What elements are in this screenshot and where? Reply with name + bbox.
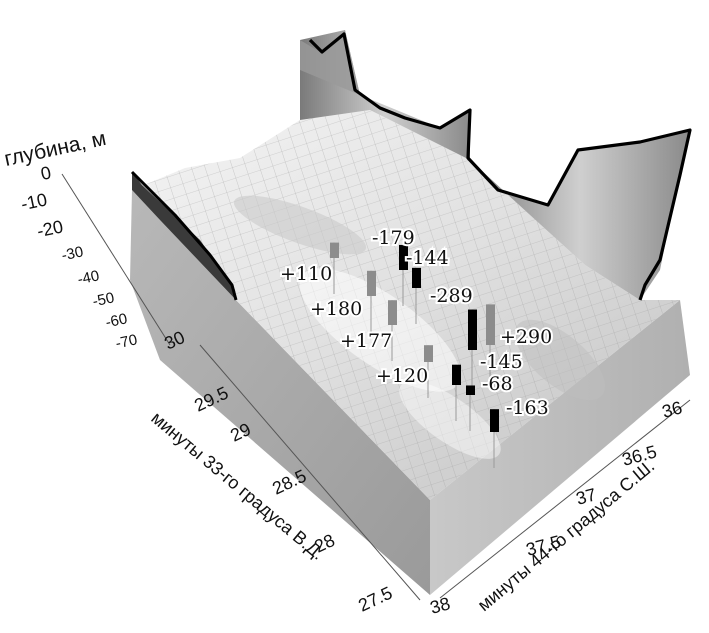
- relief-shade: [514, 319, 606, 401]
- relief-shade: [299, 268, 461, 392]
- left-side-wall: [130, 190, 430, 595]
- x-tick-label: 27.5: [355, 583, 395, 616]
- annotation-bar: [490, 409, 499, 432]
- annotation-label-halo: +290: [500, 326, 552, 348]
- coastal-cliff-east: [470, 130, 690, 300]
- annotation-label: -289: [430, 285, 473, 307]
- relief-shade: [399, 381, 501, 459]
- annotation-label: +180: [310, 298, 362, 320]
- y-axis-line: [439, 399, 691, 599]
- annotation-bar: [452, 364, 461, 385]
- annotation-bar: [486, 304, 495, 345]
- z-tick-label: 0: [39, 162, 53, 184]
- annotation-label: -144: [406, 247, 449, 269]
- annotation-label: -145: [480, 351, 523, 373]
- annotation-label-halo: +110: [280, 263, 332, 285]
- annotation-label: +290: [500, 326, 552, 348]
- annotation-bar: [330, 242, 339, 258]
- annotation-label: +110: [280, 263, 332, 285]
- annotation-label-halo: -289: [430, 285, 473, 307]
- annotation-label: +177: [340, 330, 392, 352]
- base-block: [130, 190, 690, 595]
- terrain-surface: [130, 30, 692, 500]
- annotation-label-halo: -145: [480, 351, 523, 373]
- z-tick-label: -10: [19, 189, 49, 214]
- annotation-label: -179: [372, 227, 415, 249]
- annotation-label-halo: -68: [482, 373, 513, 395]
- annotation-bar: [424, 345, 433, 362]
- relief-shade: [233, 195, 367, 255]
- coastal-cliff-west: [132, 172, 236, 300]
- annotation-bar: [367, 270, 376, 296]
- annotation-markers: [330, 242, 499, 468]
- annotation-bar: [466, 385, 475, 395]
- annotation-label: -68: [482, 373, 513, 395]
- coastline: [308, 32, 692, 301]
- annotation-label-halo: +180: [310, 298, 362, 320]
- x-axis-line: [199, 344, 421, 601]
- annotation-label-halo: -163: [506, 397, 549, 419]
- z-tick-label: -60: [104, 310, 129, 331]
- z-tick-label: -50: [91, 289, 116, 310]
- annotation-label-halo: +177: [340, 330, 392, 352]
- z-axis-line: [61, 173, 171, 346]
- annotation-label: -163: [506, 397, 549, 419]
- z-axis-tick-labels: 0 -10-20-30 -40-50-60-70: [19, 162, 139, 352]
- z-tick-label: -70: [114, 331, 139, 352]
- annotation-bar: [388, 300, 397, 325]
- annotation-label-halo: -179: [372, 227, 415, 249]
- z-tick-label: -30: [60, 243, 85, 264]
- annotation-bar: [468, 309, 477, 350]
- z-axis-title: глубина, м: [2, 127, 108, 171]
- front-side-wall: [430, 300, 690, 595]
- y-tick-label: 38: [428, 593, 453, 618]
- coastline-west: [130, 170, 238, 301]
- annotation-bar: [399, 244, 408, 270]
- z-tick-label: -20: [35, 216, 65, 241]
- annotation-label: +120: [376, 365, 428, 387]
- annotation-bar: [412, 267, 421, 288]
- annotation-labels: +110+110+180+180+177+177+120+120-179-179…: [278, 225, 554, 421]
- annotation-label-halo: -144: [406, 247, 449, 269]
- y-tick-label: 36: [660, 397, 685, 422]
- annotation-label-halo: +120: [376, 365, 428, 387]
- z-tick-label: -40: [76, 267, 101, 288]
